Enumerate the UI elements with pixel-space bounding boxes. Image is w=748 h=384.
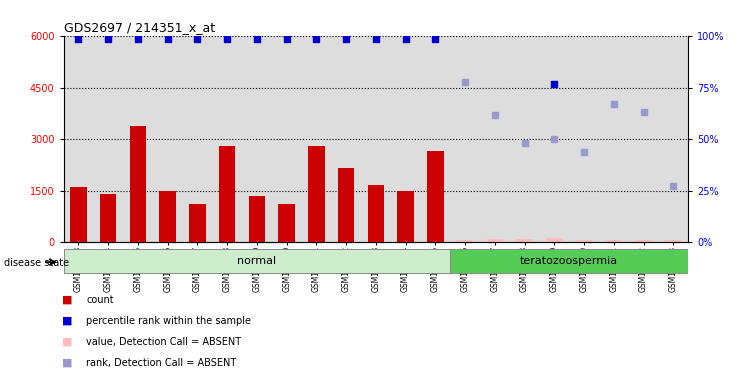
Bar	[576, 240, 592, 242]
Bar	[361, 36, 390, 242]
Point	[489, 111, 501, 118]
Point	[608, 101, 620, 108]
Point	[280, 35, 292, 41]
Bar	[249, 196, 265, 242]
Bar	[390, 36, 420, 242]
Text: value, Detection Call = ABSENT: value, Detection Call = ABSENT	[86, 337, 241, 347]
Bar	[546, 238, 562, 242]
FancyBboxPatch shape	[64, 249, 450, 273]
Text: percentile rank within the sample: percentile rank within the sample	[86, 316, 251, 326]
Point	[399, 35, 411, 41]
Bar	[635, 240, 652, 242]
Bar	[64, 36, 94, 242]
Bar	[308, 146, 325, 242]
Point	[310, 35, 322, 41]
Point	[637, 109, 649, 116]
Bar	[70, 187, 87, 242]
Text: teratozoospermia: teratozoospermia	[520, 256, 619, 266]
Text: ■: ■	[62, 358, 73, 368]
Bar	[397, 190, 414, 242]
Point	[548, 136, 560, 142]
Bar	[606, 240, 622, 242]
FancyBboxPatch shape	[450, 249, 688, 273]
Point	[73, 35, 85, 41]
Point	[518, 140, 530, 146]
Bar	[272, 36, 301, 242]
Bar	[301, 36, 331, 242]
Bar	[450, 36, 480, 242]
Bar	[153, 36, 183, 242]
Text: ■: ■	[62, 316, 73, 326]
Point	[340, 35, 352, 41]
Bar	[665, 240, 681, 242]
Bar	[427, 151, 444, 242]
Text: ■: ■	[62, 337, 73, 347]
Text: ■: ■	[62, 295, 73, 305]
Point	[132, 35, 144, 41]
Bar	[242, 36, 272, 242]
Point	[667, 184, 679, 190]
Point	[102, 35, 114, 41]
Text: GDS2697 / 214351_x_at: GDS2697 / 214351_x_at	[64, 21, 215, 34]
Point	[221, 35, 233, 41]
Point	[429, 35, 441, 41]
Point	[548, 81, 560, 87]
Bar	[183, 36, 212, 242]
Bar	[569, 36, 599, 242]
Point	[578, 149, 590, 155]
Point	[162, 35, 174, 41]
Bar	[189, 204, 206, 242]
Text: disease state: disease state	[4, 258, 69, 268]
Bar	[539, 36, 569, 242]
Bar	[159, 191, 176, 242]
Bar	[457, 240, 473, 242]
Text: normal: normal	[237, 256, 277, 266]
Bar	[129, 126, 146, 242]
Bar	[487, 239, 503, 242]
Point	[191, 35, 203, 41]
Bar	[212, 36, 242, 242]
Point	[251, 35, 263, 41]
Bar	[628, 36, 658, 242]
Bar	[331, 36, 361, 242]
Bar	[509, 36, 539, 242]
Bar	[94, 36, 123, 242]
Bar	[368, 185, 384, 242]
Bar	[599, 36, 628, 242]
Text: rank, Detection Call = ABSENT: rank, Detection Call = ABSENT	[86, 358, 236, 368]
Bar	[100, 194, 117, 242]
Bar	[278, 204, 295, 242]
Point	[459, 79, 471, 85]
Bar	[123, 36, 153, 242]
Bar	[420, 36, 450, 242]
Bar	[219, 146, 236, 242]
Bar	[658, 36, 688, 242]
Bar	[480, 36, 509, 242]
Point	[370, 35, 381, 41]
Bar	[338, 168, 355, 242]
Bar	[516, 239, 533, 242]
Text: count: count	[86, 295, 114, 305]
